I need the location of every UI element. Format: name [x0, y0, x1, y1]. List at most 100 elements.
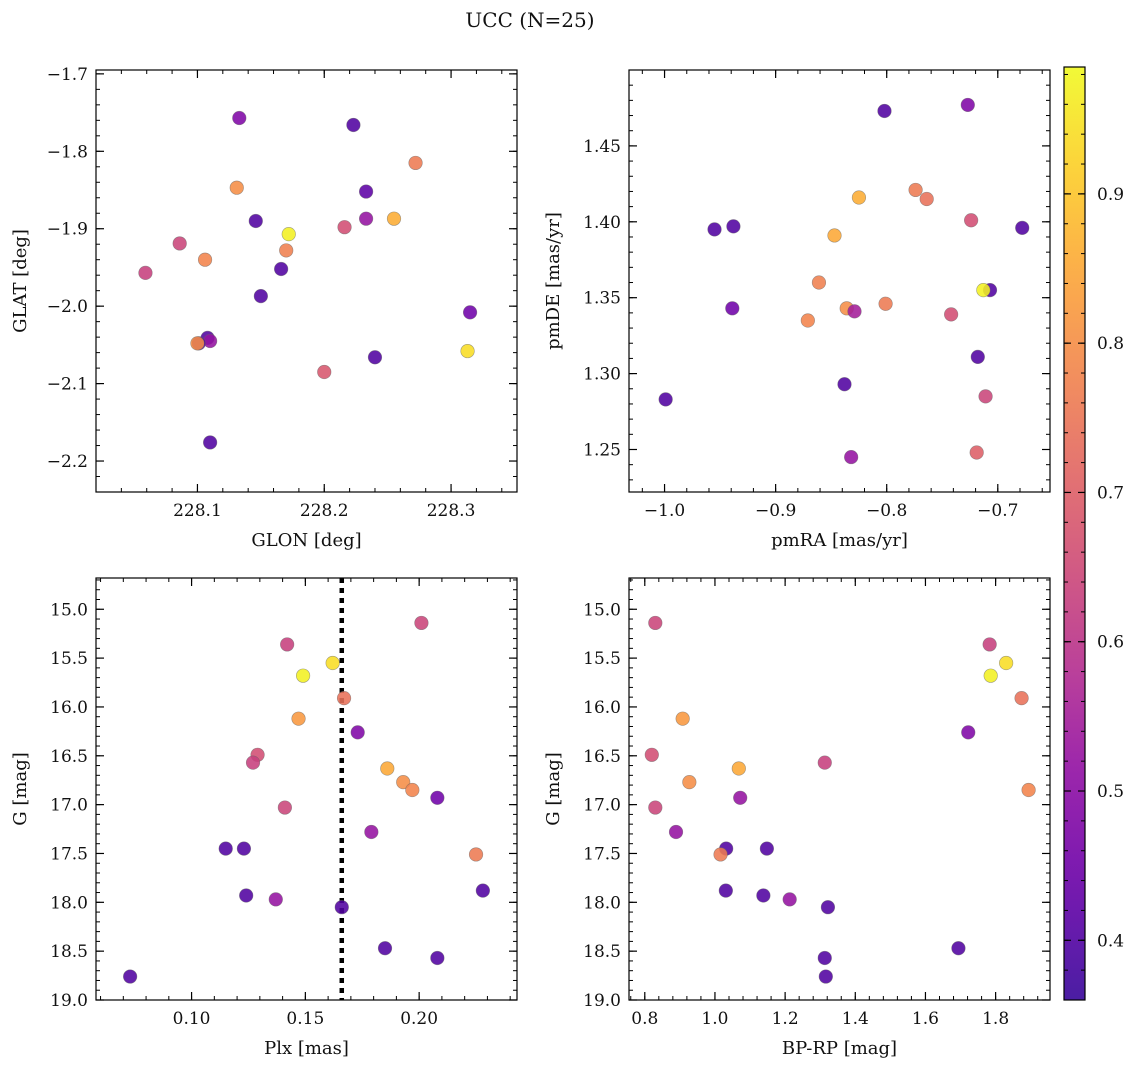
data-point — [358, 211, 374, 226]
data-point — [468, 847, 484, 862]
data-point — [218, 841, 233, 856]
x-tick-label: 228.2 — [300, 501, 349, 521]
colorbar: 0.4 0.5 0.6 0.7 0.8 0.9 — [1063, 66, 1124, 1001]
data-point — [236, 841, 252, 856]
data-point — [731, 761, 746, 776]
data-point — [837, 377, 852, 392]
colorbar-tick-label: 0.4 — [1097, 931, 1124, 951]
y-tick-label: 17.5 — [50, 844, 88, 864]
data-point — [377, 941, 393, 956]
y-tick-label: 18.5 — [583, 942, 621, 962]
x-tick-label: 1.0 — [701, 1009, 728, 1029]
data-point — [817, 950, 832, 966]
data-point — [644, 747, 659, 762]
data-point — [970, 349, 985, 364]
data-point — [197, 252, 213, 267]
data-point — [969, 445, 984, 460]
data-point — [1015, 220, 1030, 235]
x-tick-label: −1.0 — [644, 501, 685, 521]
data-point — [295, 668, 311, 683]
data-point — [648, 615, 663, 631]
data-point — [203, 435, 218, 450]
panel-glon-glat: 228.1 228.2 228.3 −1.7 −1.8 −1.9 −2.0 −2.1 −2.2 G… — [10, 65, 518, 551]
y-tick-label: −1.7 — [47, 65, 88, 85]
data-point — [279, 243, 294, 258]
data-point — [1021, 782, 1036, 798]
data-point — [707, 222, 722, 237]
y-tick-label: 16.5 — [583, 747, 621, 767]
y-tick-label: 1.45 — [583, 137, 621, 157]
data-point — [658, 392, 673, 407]
data-point — [811, 275, 827, 290]
figure-title: UCC (N=25) — [465, 8, 594, 32]
panel-pmra-pmde: −1.0 −0.9 −0.8 −0.7 1.25 1.30 1.35 1.40 1.45 pmRA… — [543, 69, 1051, 551]
data-point — [847, 304, 862, 319]
x-tick-label: 0.10 — [173, 1009, 211, 1029]
y-tick-label: 15.5 — [50, 649, 88, 669]
data-point — [253, 288, 268, 304]
x-tick-label: 1.4 — [842, 1009, 869, 1029]
data-point — [999, 655, 1014, 671]
x-axis-label: GLON [deg] — [251, 530, 361, 551]
data-point — [274, 261, 289, 277]
y-tick-label: 17.5 — [583, 844, 621, 864]
y-tick-label: 19.0 — [50, 991, 88, 1011]
y-tick-label: 1.30 — [583, 365, 621, 385]
y-axis-label: GLAT [deg] — [10, 229, 31, 333]
data-point — [138, 265, 153, 280]
data-point — [414, 615, 429, 631]
y-tick-label: 1.35 — [583, 289, 621, 309]
x-axis-label: BP-RP [mag] — [782, 1038, 897, 1059]
data-point — [982, 637, 997, 652]
data-point — [844, 449, 859, 465]
y-tick-label: −2.0 — [47, 297, 88, 317]
data-point — [908, 182, 923, 198]
data-point — [358, 184, 374, 199]
data-point — [268, 892, 283, 907]
y-tick-label: 19.0 — [583, 991, 621, 1011]
colorbar-tick-label: 0.9 — [1097, 185, 1124, 205]
colorbar-tick-label: 0.5 — [1097, 782, 1124, 802]
y-tick-label: 18.5 — [50, 942, 88, 962]
data-point — [733, 790, 748, 805]
data-point — [317, 364, 332, 380]
data-point — [405, 782, 420, 798]
data-point — [172, 236, 187, 251]
data-point — [460, 343, 475, 359]
data-point — [682, 775, 697, 790]
y-tick-label: 15.0 — [50, 600, 88, 620]
data-point — [827, 228, 842, 243]
data-point — [976, 283, 991, 298]
data-point — [713, 847, 728, 862]
y-axis-label: G [mag] — [543, 752, 564, 825]
data-point — [245, 755, 261, 770]
data-point — [725, 301, 740, 316]
data-point — [726, 219, 741, 234]
x-axis-label: pmRA [mas/yr] — [771, 530, 908, 551]
data-point — [430, 950, 445, 966]
y-tick-label: 17.0 — [50, 796, 88, 816]
data-point — [782, 892, 797, 907]
data-point — [756, 888, 771, 903]
y-tick-label: −1.9 — [47, 220, 88, 240]
y-tick-label: 18.0 — [583, 893, 621, 913]
data-point — [350, 725, 365, 740]
data-point — [281, 227, 296, 242]
data-point — [325, 655, 340, 671]
data-point — [648, 800, 663, 815]
axes-frame — [95, 69, 518, 493]
data-point — [408, 155, 423, 171]
y-tick-label: −2.1 — [47, 375, 88, 395]
data-point — [280, 637, 295, 652]
axes-frame — [95, 577, 518, 1001]
data-point — [800, 313, 815, 328]
data-point — [430, 790, 445, 805]
data-point — [951, 941, 966, 956]
data-point — [1014, 691, 1029, 706]
colorbar-gradient — [1064, 67, 1085, 1000]
data-point — [248, 213, 263, 229]
x-tick-label: 228.3 — [427, 501, 476, 521]
colorbar-tick-label: 0.7 — [1097, 483, 1124, 503]
data-point — [396, 775, 411, 790]
